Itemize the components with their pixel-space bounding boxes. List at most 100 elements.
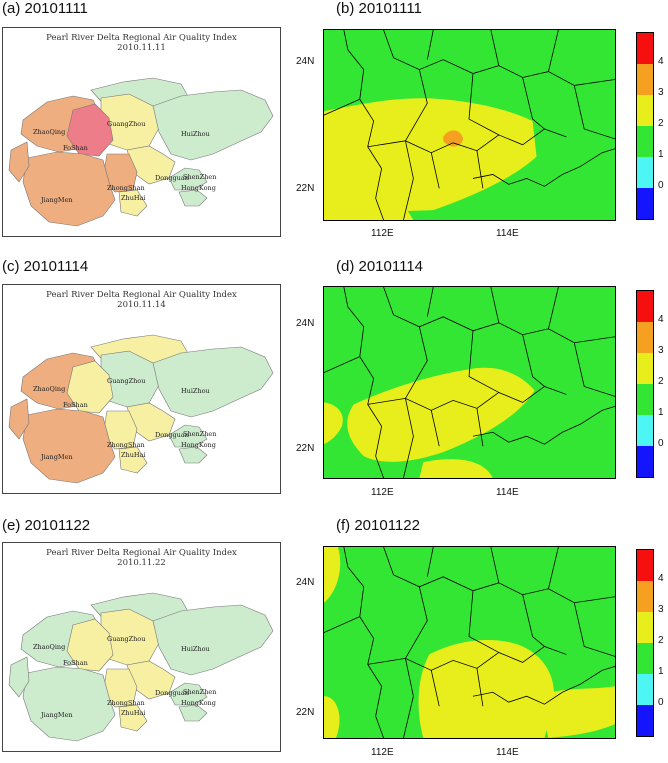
aqi-contour-lv3 bbox=[423, 143, 505, 189]
city-label-zhuhai: ZhuHai bbox=[121, 709, 146, 717]
colorbar-tick-label: 3 bbox=[658, 87, 664, 98]
region-hongkong bbox=[178, 704, 208, 722]
colorbar-tick-label: 1 bbox=[658, 666, 664, 677]
city-label-zhuhai: ZhuHai bbox=[121, 194, 146, 202]
city-label-hongkong: HongKong bbox=[181, 699, 216, 707]
city-label-zhaoqing: ZhaoQing bbox=[33, 385, 66, 393]
colorbar-segment bbox=[637, 291, 653, 322]
x-tick-112e: 112E bbox=[371, 487, 394, 498]
map-date: 2010.11.11 bbox=[117, 43, 166, 53]
map-title: Pearl River Delta Regional Air Quality I… bbox=[46, 33, 237, 43]
panel-e-label: (e) 20101122 bbox=[2, 517, 91, 534]
colorbar-tick-label: 1 bbox=[658, 407, 664, 418]
colorbar-segment bbox=[637, 322, 653, 353]
y-tick-22n: 22N bbox=[296, 183, 315, 194]
region-zhuhai bbox=[118, 704, 148, 732]
region-zhuhai bbox=[118, 446, 148, 474]
coastline bbox=[472, 405, 615, 445]
region-west bbox=[8, 398, 30, 440]
colorbar-segment bbox=[637, 581, 653, 612]
aqi-contour-lv3 bbox=[324, 204, 414, 220]
colorbar-segment bbox=[637, 157, 653, 188]
aqi-contour-lv3 bbox=[538, 686, 615, 738]
aqi-contour-lv3 bbox=[324, 696, 340, 738]
city-label-hongkong: HongKong bbox=[181, 441, 216, 449]
region-foshan bbox=[66, 360, 114, 414]
colorbar-segment bbox=[637, 33, 653, 64]
city-label-zhongshan: ZhongShan bbox=[107, 184, 145, 192]
city-label-guangzhou: GuangZhou bbox=[107, 377, 146, 385]
city-label-jiangmen: JiangMen bbox=[41, 711, 73, 719]
panel-d-label: (d) 20101114 bbox=[336, 258, 424, 275]
county-boundaries bbox=[324, 30, 615, 220]
colorbar-segment bbox=[637, 415, 653, 446]
colorbar-segment bbox=[637, 674, 653, 705]
colorbar-tick-label: 1 bbox=[658, 149, 664, 160]
colorbar-segment bbox=[637, 446, 653, 477]
colorbar-tick-label: 4 bbox=[658, 573, 664, 584]
city-label-huizhou: HuiZhou bbox=[181, 387, 210, 395]
aqi-contour-lv3 bbox=[419, 459, 493, 478]
region-dongguan bbox=[126, 402, 176, 442]
city-label-zhaoqing: ZhaoQing bbox=[33, 128, 66, 136]
colorbar-segment bbox=[637, 612, 653, 643]
colorbar-segment bbox=[637, 550, 653, 581]
city-label-huizhou: HuiZhou bbox=[181, 130, 210, 138]
city-label-foshan: FoShan bbox=[63, 659, 88, 667]
x-tick-114e: 114E bbox=[496, 747, 519, 758]
colorbar-b bbox=[636, 32, 654, 220]
city-label-guangzhou: GuangZhou bbox=[107, 635, 146, 643]
region-dongguan bbox=[126, 145, 176, 185]
coastline bbox=[472, 665, 615, 705]
aqi-map-c: Pearl River Delta Regional Air Quality I… bbox=[2, 284, 281, 494]
y-tick-24n: 24N bbox=[296, 577, 315, 588]
region-huizhou bbox=[152, 346, 274, 418]
region-shenzhen bbox=[168, 682, 208, 706]
city-label-foshan: FoShan bbox=[63, 401, 88, 409]
colorbar-segment bbox=[637, 705, 653, 736]
region-jiangmen bbox=[22, 151, 116, 227]
field-shapes bbox=[324, 287, 615, 478]
city-label-shenzhen: ShenZhen bbox=[183, 173, 217, 181]
colorbar-segment bbox=[637, 643, 653, 674]
map-date: 2010.11.22 bbox=[117, 558, 166, 568]
region-shapes bbox=[8, 334, 274, 484]
city-label-zhaoqing: ZhaoQing bbox=[33, 643, 66, 651]
x-tick-114e: 114E bbox=[496, 228, 519, 239]
city-label-shenzhen: ShenZhen bbox=[183, 430, 217, 438]
aqi-field-b bbox=[323, 29, 616, 221]
x-tick-112e: 112E bbox=[371, 747, 394, 758]
aqi-contour-lv3 bbox=[347, 367, 535, 462]
city-label-dongguan: Dongguan bbox=[155, 174, 189, 182]
colorbar-tick-label: 3 bbox=[658, 604, 664, 615]
county-boundaries bbox=[324, 547, 615, 738]
county-boundaries bbox=[324, 287, 615, 478]
colorbar-f bbox=[636, 549, 654, 737]
aqi-contour-lv3 bbox=[418, 639, 555, 738]
map-title: Pearl River Delta Regional Air Quality I… bbox=[46, 290, 237, 300]
aqi-contour-lv4 bbox=[443, 130, 464, 147]
region-zhuhai bbox=[118, 189, 148, 217]
colorbar-tick-label: 2 bbox=[658, 376, 664, 387]
region-west bbox=[8, 141, 30, 183]
aqi-contour-lv3 bbox=[324, 402, 343, 445]
region-hongkong bbox=[178, 446, 208, 464]
city-label-zhongshan: ZhongShan bbox=[107, 699, 145, 707]
region-shenzhen bbox=[168, 167, 208, 191]
x-tick-114e: 114E bbox=[496, 487, 519, 498]
colorbar-tick-label: 4 bbox=[658, 56, 664, 67]
region-huizhou bbox=[152, 604, 274, 676]
y-tick-24n: 24N bbox=[296, 56, 315, 67]
aqi-field-f bbox=[323, 546, 616, 739]
colorbar-tick-label: 2 bbox=[658, 118, 664, 129]
city-label-jiangmen: JiangMen bbox=[41, 453, 73, 461]
colorbar-d bbox=[636, 290, 654, 478]
region-jiangmen bbox=[22, 408, 116, 484]
city-label-shenzhen: ShenZhen bbox=[183, 688, 217, 696]
panel-c-label: (c) 20101114 bbox=[2, 258, 89, 275]
colorbar-tick-label: 0 bbox=[658, 697, 664, 708]
city-label-dongguan: Dongguan bbox=[155, 431, 189, 439]
city-label-foshan: FoShan bbox=[63, 144, 88, 152]
region-shapes bbox=[8, 592, 274, 742]
colorbar-segment bbox=[637, 95, 653, 126]
